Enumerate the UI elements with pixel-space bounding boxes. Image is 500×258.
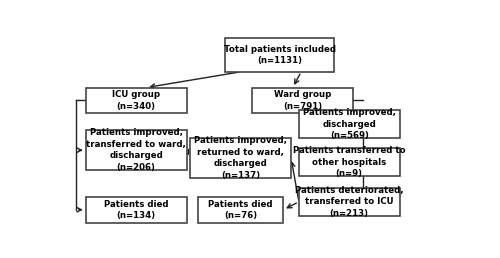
Text: Patients died
(n=76): Patients died (n=76) (208, 199, 273, 220)
Text: Patients improved,
transferred to ward,
discharged
(n=206): Patients improved, transferred to ward, … (86, 128, 186, 172)
FancyBboxPatch shape (86, 197, 186, 223)
Text: Total patients included
(n=1131): Total patients included (n=1131) (224, 45, 336, 65)
FancyBboxPatch shape (299, 110, 400, 138)
FancyBboxPatch shape (198, 197, 284, 223)
FancyBboxPatch shape (226, 38, 334, 72)
FancyBboxPatch shape (299, 188, 400, 216)
FancyBboxPatch shape (86, 87, 186, 114)
FancyBboxPatch shape (190, 138, 291, 178)
Text: Patients deteriorated,
transferred to ICU
(n=213): Patients deteriorated, transferred to IC… (295, 186, 404, 218)
FancyBboxPatch shape (299, 148, 400, 176)
Text: ICU group
(n=340): ICU group (n=340) (112, 90, 160, 111)
FancyBboxPatch shape (252, 87, 353, 114)
Text: Ward group
(n=791): Ward group (n=791) (274, 90, 332, 111)
Text: Patients transferred to
other hospitals
(n=9): Patients transferred to other hospitals … (293, 146, 406, 178)
Text: Patients improved,
discharged
(n=569): Patients improved, discharged (n=569) (303, 108, 396, 140)
Text: Patients improved,
returned to ward,
discharged
(n=137): Patients improved, returned to ward, dis… (194, 136, 287, 180)
FancyBboxPatch shape (86, 130, 186, 170)
Text: Patients died
(n=134): Patients died (n=134) (104, 199, 168, 220)
